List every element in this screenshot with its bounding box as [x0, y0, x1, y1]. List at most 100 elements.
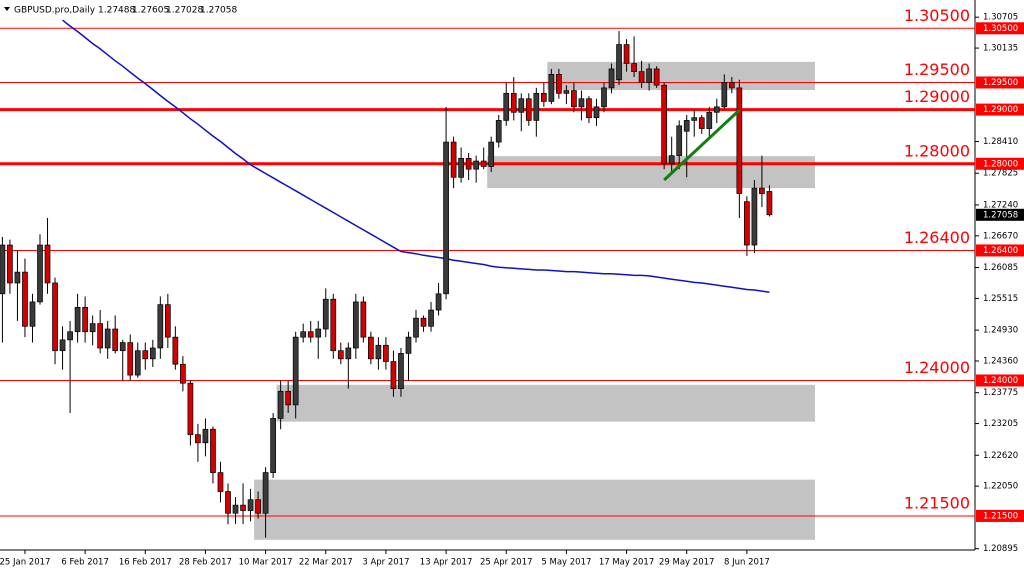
candle-body: [89, 323, 96, 333]
y-tick-label: 1.23775: [983, 388, 1018, 398]
x-tick-label: 13 Apr 2017: [420, 558, 473, 568]
zone: [547, 61, 815, 91]
candle-body: [728, 82, 735, 89]
candle-body: [29, 301, 36, 327]
y-tick-label: 1.28410: [983, 137, 1018, 147]
level-label: 1.29000: [904, 87, 970, 106]
candle-body: [390, 361, 397, 389]
candle-body: [653, 68, 660, 86]
candle-body: [345, 347, 352, 360]
candle-body: [683, 120, 690, 132]
price-box: [976, 208, 1024, 221]
candle-body: [368, 336, 374, 360]
candle-body: [744, 201, 750, 246]
candle-body: [59, 339, 66, 352]
candle-body: [525, 98, 532, 121]
candle-body: [413, 317, 419, 338]
candle-body: [473, 160, 480, 170]
candle-body: [7, 244, 13, 284]
candle-body: [548, 74, 555, 102]
candle-body: [210, 428, 216, 473]
candle-body: [217, 472, 224, 492]
candle-body: [97, 323, 104, 349]
candle-body: [285, 390, 292, 406]
candle-body: [337, 350, 344, 360]
candle-body: [255, 499, 261, 514]
candle-body: [360, 301, 367, 338]
candle-body: [435, 293, 442, 311]
candle-body: [180, 363, 186, 384]
candle-body: [450, 141, 457, 178]
candle-body: [586, 98, 592, 119]
level-axis-label: 1.29000: [983, 105, 1018, 115]
level-label: 1.26400: [904, 228, 970, 247]
candle-body: [307, 331, 314, 338]
x-tick-label: 28 Feb 2017: [179, 558, 232, 568]
candle-body: [225, 491, 231, 514]
level-axis-label: 1.29500: [983, 78, 1018, 88]
level-label: 1.30500: [904, 6, 970, 25]
candle-body: [232, 504, 239, 514]
trendline: [663, 109, 741, 182]
candle-body: [322, 298, 329, 330]
candle-body: [14, 271, 21, 284]
candle-body: [37, 244, 43, 303]
level-axis-box: [976, 157, 1024, 170]
candle-body: [164, 304, 171, 338]
candle-body: [706, 111, 713, 129]
moving-average: [62, 19, 770, 293]
candle-body: [74, 306, 81, 333]
candle-body: [127, 342, 134, 376]
y-tick-label: 1.25515: [983, 294, 1018, 304]
ohlc-high: 1.27605: [132, 6, 169, 16]
x-tick-label: 22 Mar 2017: [299, 558, 353, 568]
candle-body: [270, 418, 276, 473]
level-label: 1.29500: [904, 60, 970, 79]
candle-body: [375, 344, 382, 360]
candle-body: [428, 309, 434, 327]
candle-body: [638, 71, 645, 83]
level-label: 1.21500: [904, 493, 970, 512]
candle-body: [352, 301, 359, 349]
candle-body: [187, 382, 194, 436]
candle-body: [0, 244, 6, 295]
candle-body: [443, 141, 449, 295]
candle-body: [608, 68, 615, 89]
candle-body: [157, 304, 164, 349]
candle-body: [661, 84, 668, 165]
ohlc-close: 1.27058: [200, 6, 237, 16]
candle-body: [578, 98, 585, 108]
y-tick-label: 1.24930: [983, 326, 1018, 336]
candle-body: [540, 92, 547, 102]
candle-body: [383, 344, 389, 362]
zone: [276, 384, 815, 422]
level-axis-label: 1.26400: [983, 246, 1018, 256]
x-tick-label: 5 May 2017: [541, 558, 591, 568]
ohlc-open: 1.27488: [98, 6, 135, 16]
y-tick-label: 1.30705: [983, 13, 1018, 23]
y-tick-label: 1.22620: [983, 451, 1018, 461]
candle-body: [22, 271, 28, 327]
candle-body: [736, 87, 743, 194]
ohlc-low: 1.27028: [166, 6, 203, 16]
candle-body: [465, 157, 472, 170]
candle-body: [571, 90, 577, 108]
x-tick-label: 25 Jan 2017: [0, 558, 50, 568]
candle-body: [488, 141, 495, 167]
candle-body: [247, 499, 254, 511]
candle-body: [195, 434, 201, 444]
level-axis-box: [976, 374, 1024, 387]
level-axis-box: [976, 76, 1024, 89]
candle-body: [134, 350, 141, 376]
menu-arrow[interactable]: [4, 7, 10, 11]
symbol-title: GBPUSD.pro,Daily: [14, 6, 96, 16]
candle-body: [330, 298, 337, 352]
candle-body: [698, 117, 705, 129]
level-label: 1.28000: [904, 141, 970, 160]
candle-body: [759, 187, 765, 194]
candle-body: [556, 74, 562, 94]
level-axis-label: 1.21500: [983, 511, 1018, 521]
candle-body: [593, 106, 600, 119]
